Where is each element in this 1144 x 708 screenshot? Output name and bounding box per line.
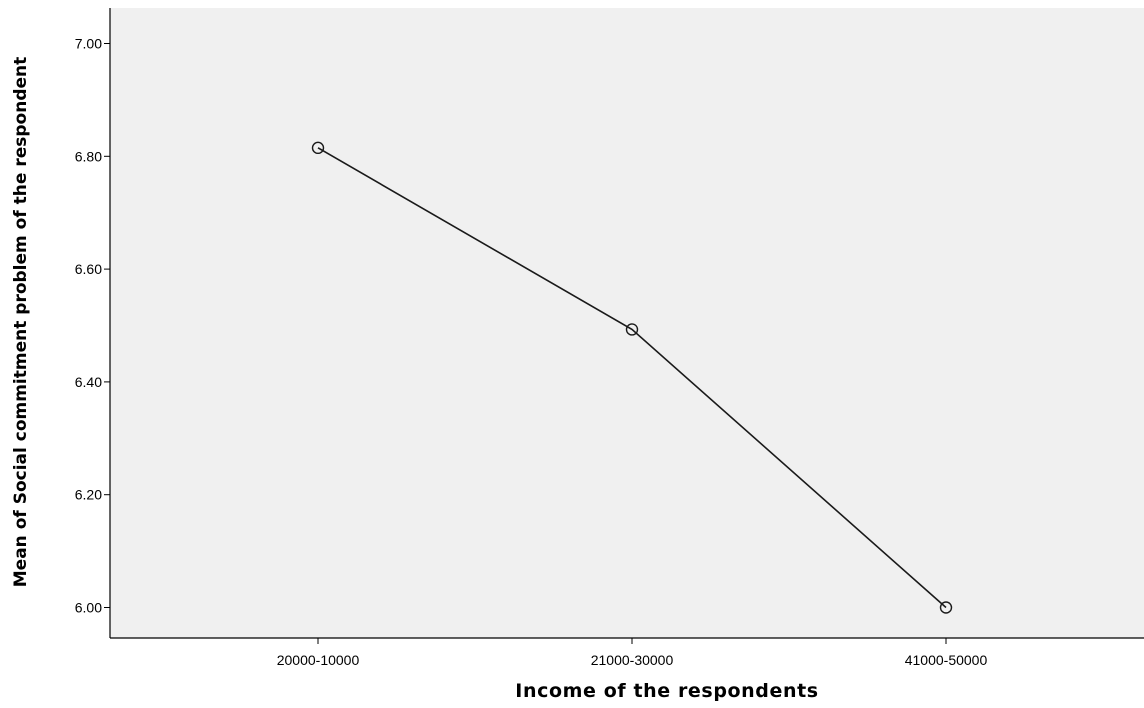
x-axis: 20000-10000 21000-30000 41000-50000 bbox=[110, 637, 1144, 668]
y-tick-label: 6.20 bbox=[75, 487, 102, 503]
x-tick-label: 41000-50000 bbox=[905, 652, 988, 668]
x-axis-title: Income of the respondents bbox=[515, 680, 818, 702]
y-tick-label: 6.60 bbox=[75, 261, 102, 277]
y-tick-label: 6.40 bbox=[75, 374, 102, 390]
y-tick-label: 7.00 bbox=[75, 36, 102, 52]
y-axis-title: Mean of Social commitment problem of the… bbox=[11, 57, 31, 587]
x-tick-label: 20000-10000 bbox=[277, 652, 360, 668]
data-point-marker bbox=[939, 601, 953, 614]
y-axis: 6.00 6.20 6.40 6.60 6.80 7.00 bbox=[75, 8, 111, 638]
series-layer bbox=[311, 141, 953, 614]
data-point-marker bbox=[311, 141, 325, 155]
series-line bbox=[317, 147, 947, 609]
data-point-marker bbox=[625, 323, 639, 336]
y-tick-label: 6.80 bbox=[75, 148, 102, 164]
plot-area bbox=[110, 8, 1144, 638]
y-tick-label: 6.00 bbox=[75, 600, 102, 616]
x-tick-label: 21000-30000 bbox=[591, 652, 674, 668]
